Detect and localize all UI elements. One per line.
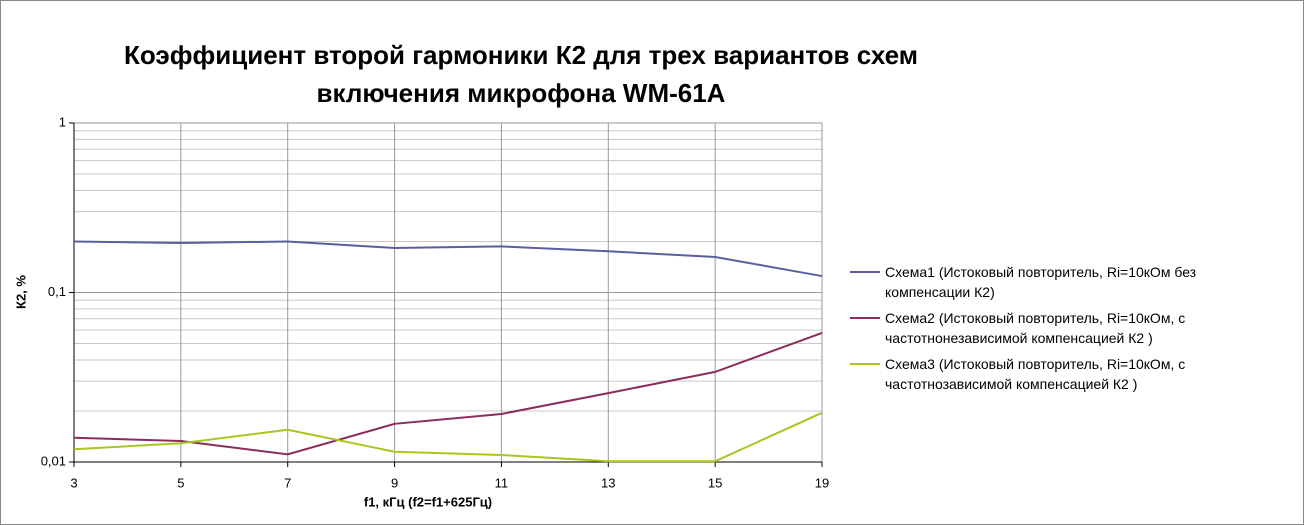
legend-label: Схема3 (Истоковый повторитель, Ri=10кОм,… [885, 356, 1186, 392]
chart-title: Коэффициент второй гармоники К2 для трех… [123, 40, 918, 108]
y-tick-label: 1 [59, 114, 66, 129]
legend-swatch [850, 271, 880, 273]
series-line [73, 332, 823, 456]
x-tick-label: 11 [495, 475, 509, 490]
legend-label: Схема2 (Истоковый повторитель, Ri=10кОм,… [885, 310, 1186, 346]
x-tick-label: 3 [70, 475, 77, 490]
x-tick-label: 7 [284, 475, 291, 490]
legend-label: Схема1 (Истоковый повторитель, Ri=10кОм … [885, 264, 1197, 300]
x-tick-label: 15 [708, 475, 722, 490]
y-axis-label: К2, % [13, 275, 28, 309]
y-tick-label: 0,01 [41, 453, 66, 468]
x-tick-label: 13 [601, 475, 615, 490]
y-tick-label: 0,1 [48, 284, 66, 299]
legend-swatch [850, 317, 880, 319]
legend-swatch [850, 363, 880, 365]
x-tick-label: 5 [177, 475, 184, 490]
x-axis-label: f1, кГц (f2=f1+625Гц) [364, 494, 492, 509]
series-line [73, 411, 823, 463]
series-line [73, 240, 823, 278]
x-tick-label: 19 [815, 475, 829, 490]
x-tick-label: 9 [391, 475, 398, 490]
